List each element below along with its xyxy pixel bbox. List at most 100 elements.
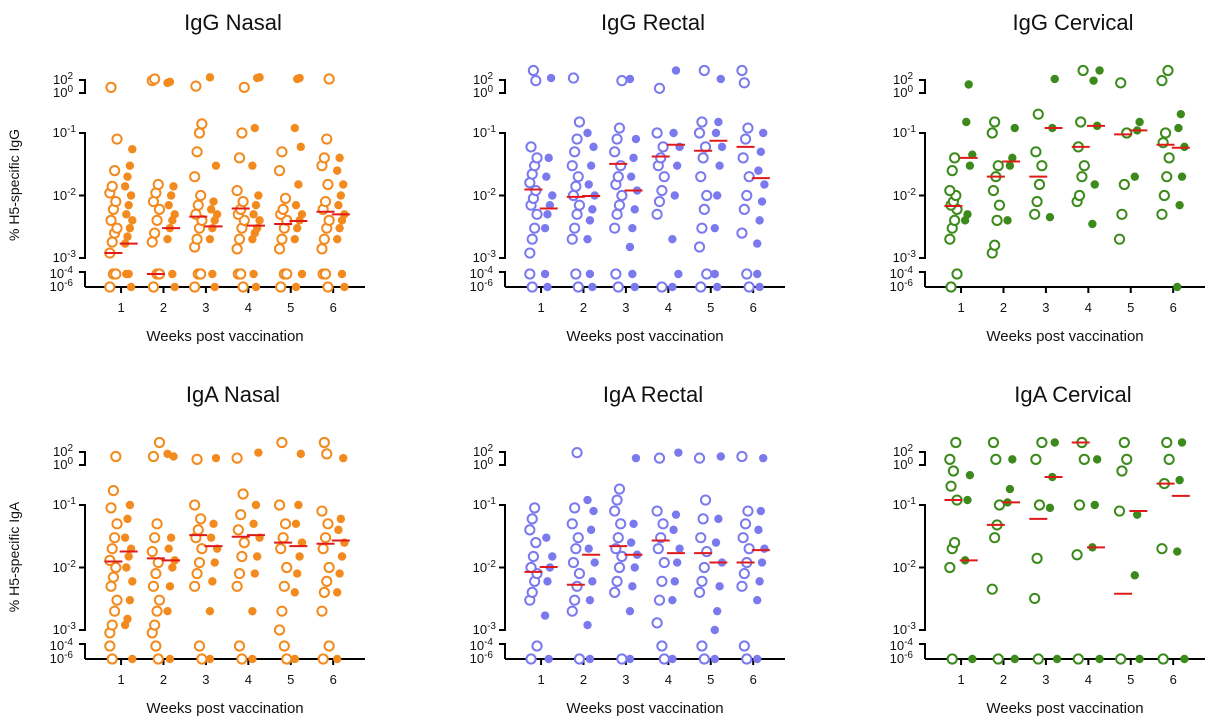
- data-point: [610, 268, 622, 280]
- data-point: [569, 146, 581, 158]
- data-point: [1089, 76, 1098, 85]
- data-point: [1050, 74, 1059, 84]
- data-point: [193, 640, 206, 652]
- data-point: [1033, 178, 1046, 191]
- data-point: [625, 242, 635, 252]
- data-point: [569, 222, 581, 234]
- data-point: [319, 195, 332, 208]
- data-point: [319, 532, 332, 544]
- data-point: [658, 653, 670, 665]
- data-point: [945, 281, 957, 293]
- data-point: [151, 214, 163, 226]
- data-point: [233, 152, 246, 164]
- data-point: [190, 80, 202, 92]
- data-point: [124, 552, 133, 561]
- data-point: [1113, 233, 1126, 245]
- data-point: [630, 282, 639, 292]
- data-point: [695, 532, 707, 544]
- data-point: [290, 234, 299, 244]
- x-tick-label: 5: [287, 672, 294, 687]
- data-point: [944, 453, 956, 465]
- data-point: [531, 208, 543, 220]
- data-point: [613, 199, 626, 211]
- y-tick-label: 10-6: [50, 278, 74, 294]
- data-point: [586, 161, 596, 170]
- data-point: [525, 561, 537, 574]
- data-point: [153, 436, 166, 449]
- data-point: [205, 234, 215, 244]
- y-axis-label: % H5-specific IgA: [6, 501, 22, 612]
- data-point: [698, 203, 710, 215]
- data-point: [569, 502, 581, 514]
- data-point: [531, 640, 543, 652]
- data-point: [152, 653, 164, 665]
- data-point: [743, 281, 755, 293]
- data-point: [281, 653, 293, 665]
- data-point: [613, 122, 626, 134]
- data-point: [651, 505, 663, 517]
- data-point: [987, 184, 1000, 197]
- data-point: [736, 64, 748, 77]
- x-tick-label: 6: [330, 300, 337, 315]
- data-point: [968, 150, 977, 159]
- y-tick-label: 102: [473, 443, 493, 459]
- x-tick-label: 3: [622, 672, 629, 687]
- data-point: [323, 561, 335, 574]
- data-point: [589, 506, 598, 516]
- data-point: [123, 172, 132, 181]
- data-point: [191, 453, 203, 465]
- panel-title: IgG Rectal: [601, 10, 705, 35]
- y-tick-label: 10-1: [53, 496, 77, 512]
- data-point: [612, 532, 624, 544]
- data-point: [738, 77, 750, 89]
- data-point: [333, 654, 342, 664]
- y-tick-label: 10-2: [473, 187, 497, 203]
- data-point: [526, 233, 538, 245]
- data-point: [276, 436, 288, 449]
- y-axis-lower: [79, 643, 86, 659]
- data-point: [696, 222, 708, 234]
- y-tick-label: 10-4: [890, 637, 914, 653]
- data-point: [965, 161, 975, 170]
- data-point: [989, 532, 1001, 544]
- y-tick-label: 10-3: [893, 621, 917, 637]
- data-point: [613, 561, 626, 574]
- data-point: [947, 465, 960, 477]
- data-point: [126, 282, 136, 292]
- data-point: [339, 453, 348, 463]
- data-point: [279, 192, 292, 204]
- data-point: [695, 171, 707, 183]
- data-point: [653, 594, 666, 606]
- data-point: [146, 236, 158, 248]
- y-tick-label: 10-6: [50, 650, 74, 666]
- y-axis-upper: [919, 451, 926, 466]
- data-point: [273, 243, 286, 255]
- data-point: [1157, 137, 1169, 149]
- data-point: [968, 654, 977, 664]
- data-point: [613, 483, 626, 495]
- data-point: [586, 525, 596, 535]
- data-point: [321, 133, 333, 145]
- data-point: [696, 575, 708, 587]
- data-point: [1135, 654, 1144, 664]
- data-point: [524, 524, 536, 536]
- data-point: [701, 545, 713, 558]
- data-point: [1077, 64, 1089, 77]
- data-point: [1005, 484, 1015, 494]
- y-tick-label: 102: [53, 443, 73, 459]
- data-point: [628, 582, 637, 591]
- data-point: [716, 74, 725, 84]
- data-point: [1076, 171, 1088, 183]
- data-point: [209, 197, 218, 206]
- data-point: [254, 448, 263, 457]
- data-point: [170, 282, 179, 292]
- data-point: [628, 269, 637, 279]
- data-point: [248, 654, 257, 664]
- y-tick-label: 10-2: [893, 187, 917, 203]
- data-point: [322, 281, 334, 293]
- y-tick-label: 102: [893, 443, 913, 459]
- data-point: [629, 519, 638, 529]
- data-point: [717, 142, 727, 152]
- x-tick-label: 1: [117, 672, 124, 687]
